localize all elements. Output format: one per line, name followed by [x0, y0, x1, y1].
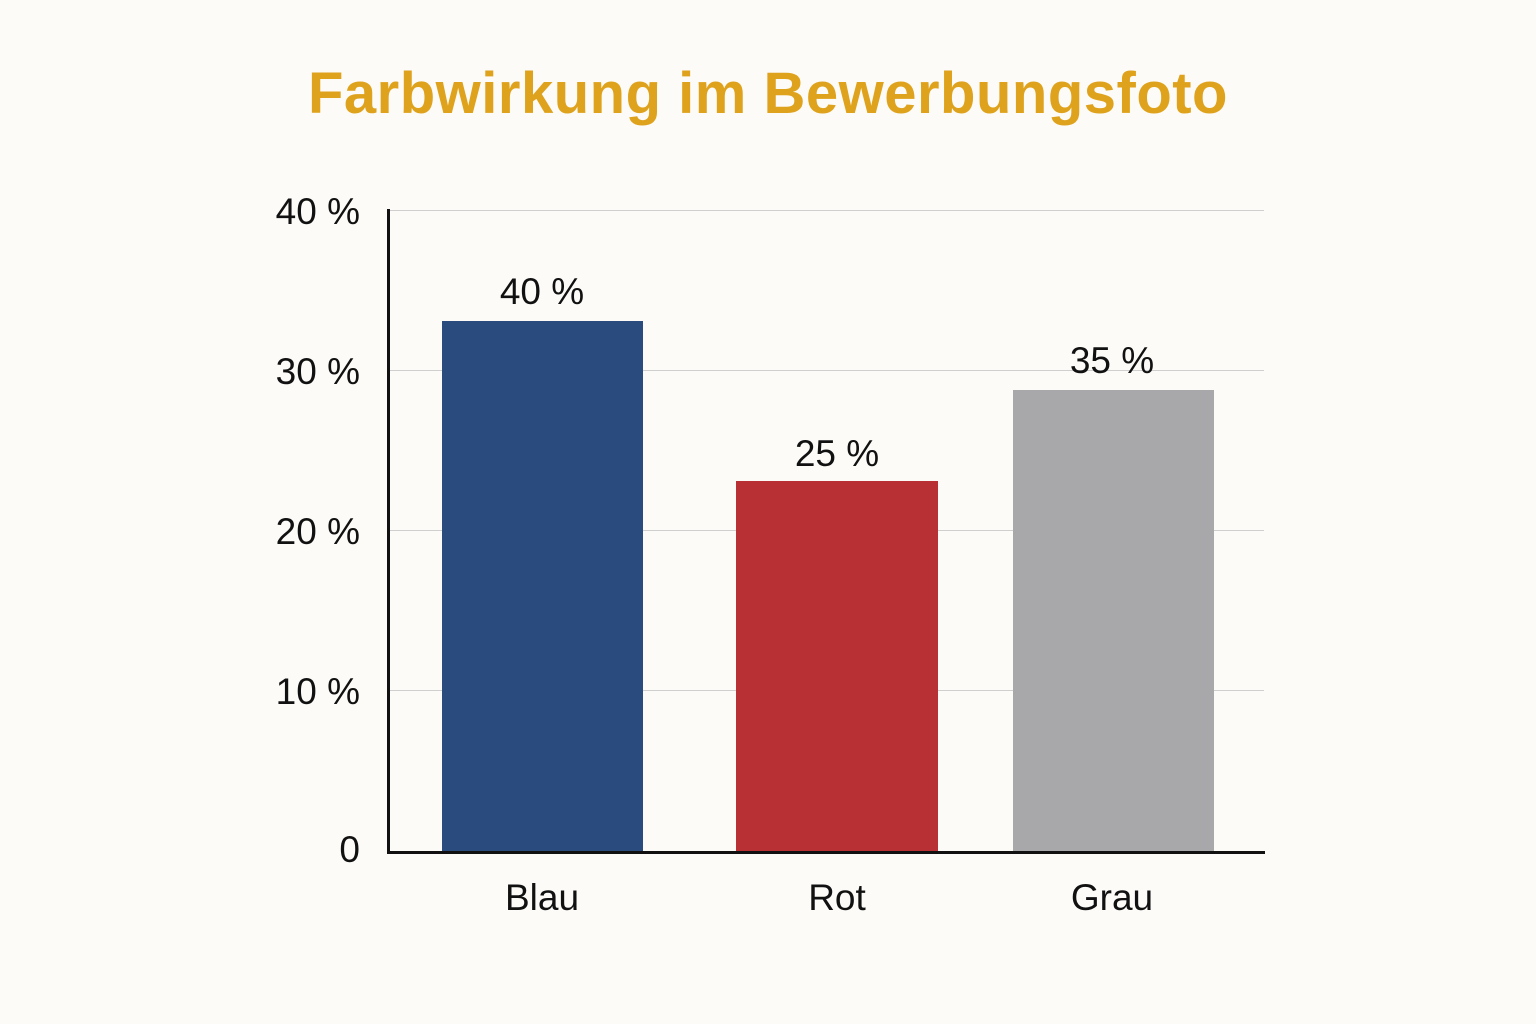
x-tick-label-grau: Grau: [1070, 877, 1154, 918]
y-tick-label: 0: [339, 829, 360, 870]
bar-value-label: 35 %: [1069, 340, 1155, 381]
gridline-40: [389, 210, 1264, 211]
y-tick-label: 30 %: [275, 351, 360, 392]
bar-grau: [1013, 390, 1214, 852]
bar-rot: [736, 481, 938, 852]
x-tick-label-rot: Rot: [808, 877, 866, 918]
y-tick-label: 40 %: [275, 191, 360, 232]
chart-title: Farbwirkung im Bewerbungsfoto: [308, 61, 1228, 126]
y-axis: [387, 209, 390, 854]
bar-value-label: 40 %: [499, 271, 585, 312]
gridline-30: [389, 370, 1264, 371]
x-axis: [387, 851, 1265, 854]
bar-blau: [442, 321, 643, 852]
y-tick-label: 10 %: [275, 671, 360, 712]
y-tick-label: 20 %: [275, 511, 360, 552]
x-tick-label-blau: Blau: [504, 877, 580, 918]
bar-value-label: 25 %: [794, 433, 880, 474]
